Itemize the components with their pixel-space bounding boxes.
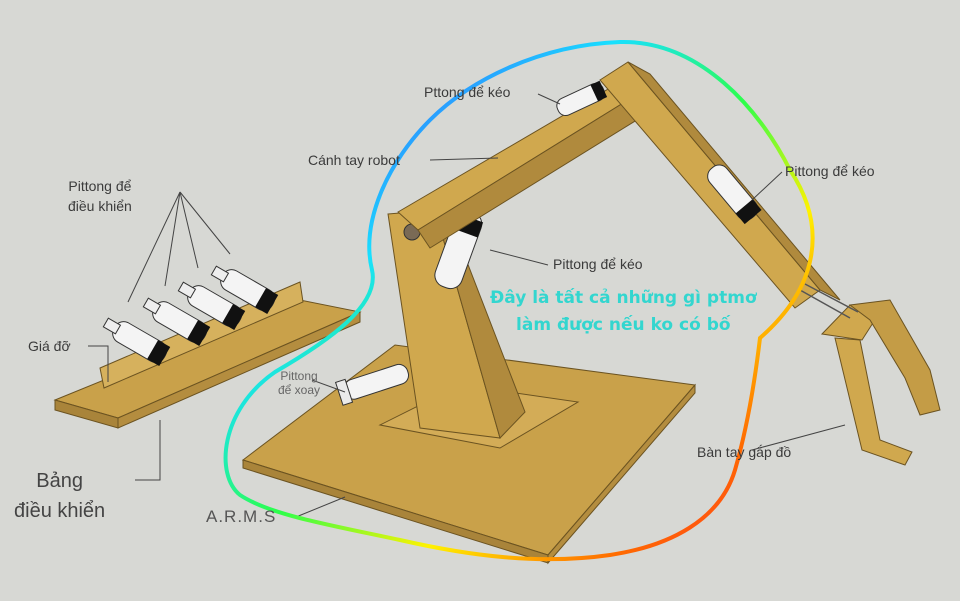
label-control-board: Bảng điều khiển (14, 466, 105, 526)
label-control-pistons: Pittong để điều khiển (68, 176, 132, 216)
label-middle-pull-piston: Pittong để kéo (553, 256, 643, 272)
label-rotation-piston-line1: Pittong (278, 369, 320, 383)
overlay-caption-line2: làm được nếu ko có bố (490, 312, 757, 339)
label-arms: A.R.M.S (206, 507, 276, 527)
gripper (800, 284, 940, 465)
label-control-board-line1: Bảng (14, 466, 105, 496)
overlay-caption-line1: Đây là tất cả những gì ptmơ (490, 285, 757, 312)
label-robot-arm: Cánh tay robot (308, 152, 400, 168)
label-top-pull-piston: Pttong để kéo (424, 84, 510, 100)
label-rotation-piston-line2: để xoay (278, 383, 320, 397)
label-control-pistons-line2: điều khiển (68, 196, 132, 216)
label-control-board-line2: điều khiển (14, 496, 105, 526)
label-stand: Giá đỡ (28, 338, 71, 354)
label-rotation-piston: Pittong để xoay (278, 369, 320, 397)
overlay-caption: Đây là tất cả những gì ptmơ làm được nếu… (490, 285, 757, 339)
label-control-pistons-line1: Pittong để (68, 176, 132, 196)
upper-arm (398, 88, 640, 248)
label-gripper-hand: Bàn tay gắp đồ (697, 444, 791, 460)
label-right-pull-piston: Pittong để kéo (785, 163, 875, 179)
